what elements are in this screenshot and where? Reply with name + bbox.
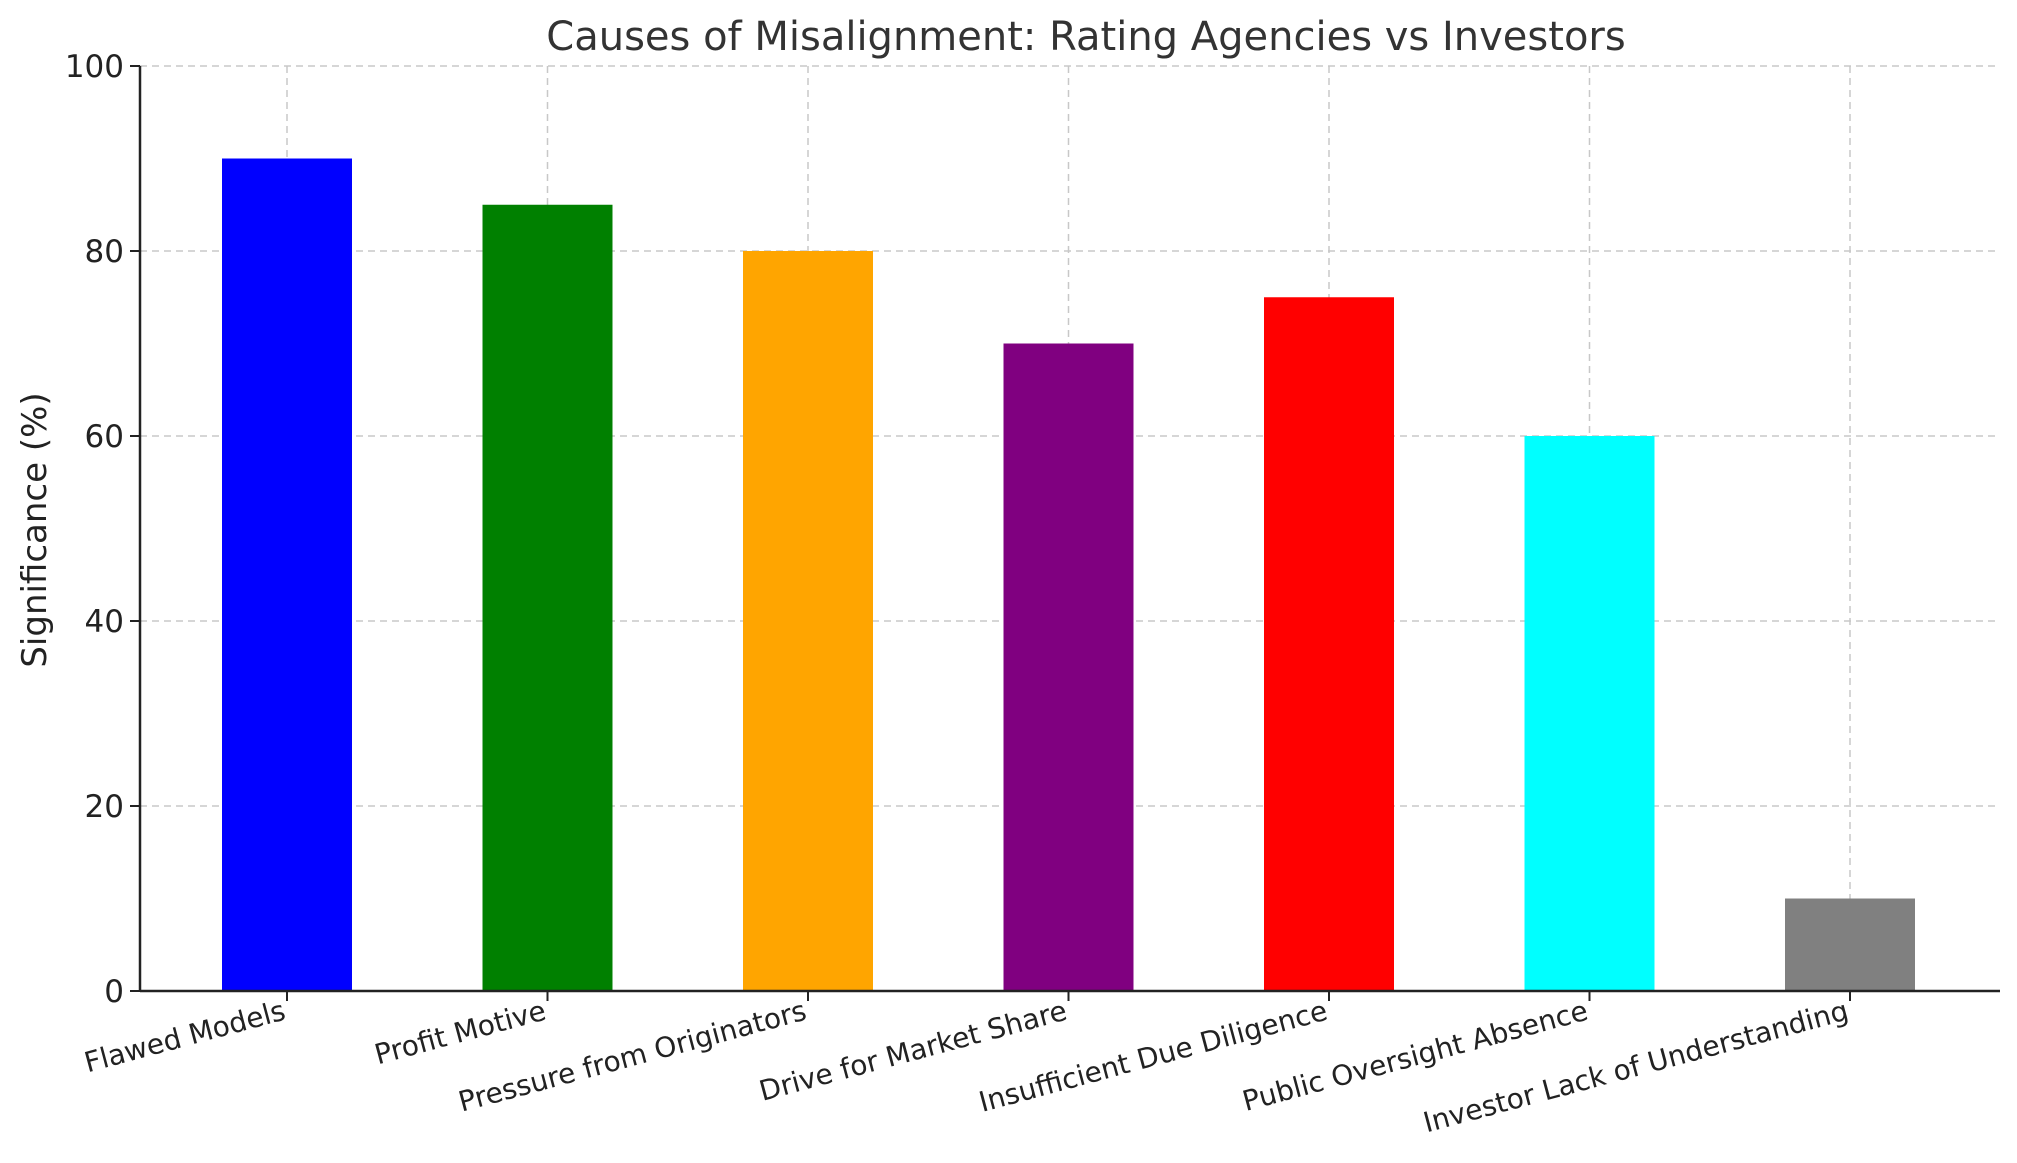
bar-1 (482, 204, 613, 991)
axes (138, 66, 2000, 993)
y-tick-label: 40 (85, 604, 124, 640)
bar-6 (1785, 898, 1915, 991)
y-axis-ticks: 0 20 40 60 80 100 (65, 49, 140, 1010)
bar-2 (743, 251, 873, 991)
bar-0 (222, 158, 352, 991)
y-tick-label: 0 (104, 974, 124, 1010)
chart-title: Causes of Misalignment: Rating Agencies … (546, 14, 1625, 60)
bar-4 (1264, 297, 1394, 991)
bar-3 (1003, 343, 1134, 991)
bars (222, 158, 1915, 991)
bar-5 (1524, 436, 1655, 991)
x-tick-label: Profit Motive (371, 994, 549, 1071)
y-tick-label: 100 (65, 49, 124, 85)
y-tick-label: 20 (85, 789, 124, 825)
y-tick-label: 80 (85, 234, 124, 270)
x-tick-label: Investor Lack of Understanding (1420, 994, 1852, 1139)
y-tick-label: 60 (85, 419, 124, 455)
y-axis-label: Significance (%) (15, 392, 55, 667)
